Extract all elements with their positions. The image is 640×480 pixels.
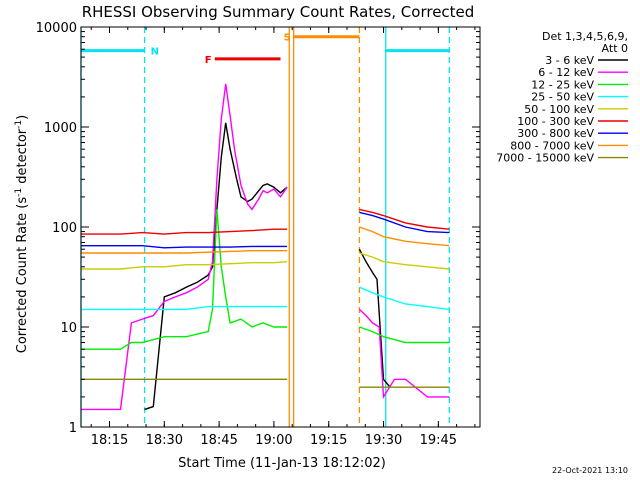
series-line-4-1 (359, 252, 450, 270)
plot-frame (80, 26, 481, 428)
series-line-0-1 (358, 248, 391, 388)
legend-label-3: 25 - 50 keV (531, 91, 594, 104)
legend-label-5: 100 - 300 keV (517, 115, 594, 128)
footer-date: 22-Oct-2021 13:10 (552, 466, 628, 475)
flag-label-F: F (205, 55, 212, 66)
legend-header-line2: Att 0 (602, 42, 628, 55)
y-tick-label-4: 10000 (36, 21, 77, 36)
x-tick-label-5: 19:30 (365, 433, 402, 448)
y-tick-label-3: 1000 (44, 121, 77, 136)
y-axis-title-main: Corrected Count Rate (s (15, 197, 30, 354)
legend-label-2: 12 - 25 keV (531, 78, 594, 91)
x-tick-label-3: 19:00 (255, 433, 292, 448)
x-tick-label-0: 18:15 (91, 433, 128, 448)
series-line-3-0 (81, 305, 288, 311)
y-axis-title-end: ) (15, 115, 30, 120)
series-line-7-1 (359, 226, 450, 247)
flag-label-S: S (284, 33, 291, 44)
y-axis-title-sup1: -1 (14, 188, 24, 197)
legend-label-1: 6 - 12 keV (538, 66, 594, 79)
y-tick-label-0: 1 (69, 421, 77, 436)
series-line-7-0 (81, 250, 288, 254)
series-line-6-0 (81, 245, 288, 249)
series-line-3-1 (359, 286, 450, 311)
flag-bars: N F S (81, 33, 450, 66)
x-tick-label-2: 18:45 (200, 433, 237, 448)
legend-label-8: 7000 - 15000 keV (496, 152, 594, 165)
legend-label-4: 50 - 100 keV (524, 103, 594, 116)
series-line-5-1 (359, 208, 450, 230)
series-line-2-0 (81, 209, 288, 350)
legend-label-6: 300 - 800 keV (517, 127, 594, 140)
series-line-5-0 (81, 228, 288, 235)
mode-markers (80, 27, 450, 427)
series-line-4-0 (81, 261, 288, 270)
flag-label-N: N (151, 47, 159, 58)
legend-header-line1: Det 1,3,4,5,6,9, (542, 30, 628, 43)
x-tick-label-1: 18:30 (146, 433, 183, 448)
series-line-6-1 (359, 211, 450, 234)
series-line-2-1 (359, 326, 450, 344)
y-axis-title: Corrected Count Rate (s-1 detector-1) (14, 115, 30, 353)
series-group (81, 83, 450, 411)
series-line-0-0 (144, 122, 288, 411)
y-axis-title-mid: detector (15, 128, 30, 188)
legend-label-0: 3 - 6 keV (545, 54, 594, 67)
series-line-1-1 (358, 308, 450, 400)
chart-title: RHESSI Observing Summary Count Rates, Co… (82, 3, 475, 21)
y-axis-title-sup2: -1 (14, 120, 24, 129)
x-axis-title: Start Time (11-Jan-13 18:12:02) (178, 456, 386, 471)
legend-label-7: 800 - 7000 keV (510, 139, 594, 152)
x-axis: 18:15 18:30 18:45 19:00 19:15 19:30 19:45 (90, 27, 476, 448)
y-tick-label-2: 100 (52, 221, 77, 236)
series-line-1-0 (81, 83, 288, 411)
y-tick-label-1: 10 (60, 321, 77, 336)
x-tick-label-4: 19:15 (310, 433, 347, 448)
y-axis: 1 10 100 1000 10000 (36, 21, 480, 436)
x-tick-label-6: 19:45 (420, 433, 457, 448)
